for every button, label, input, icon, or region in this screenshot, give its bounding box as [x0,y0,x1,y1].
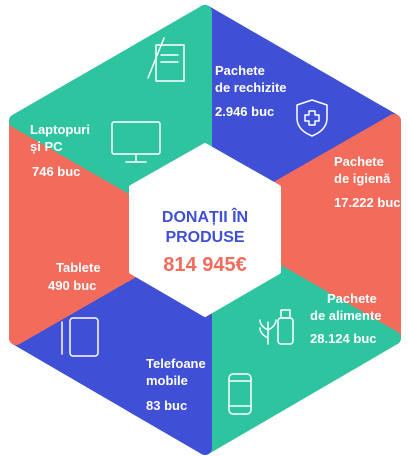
icon-notebook [147,37,185,82]
segment-label: de igienă [334,171,391,186]
icon-monitor [111,121,161,163]
icon-tablet [61,317,99,357]
segment-value: 746 buc [32,164,80,179]
segment-label: și PC [30,139,63,154]
center-hexagon [129,143,281,317]
segment-label: mobile [146,373,188,388]
icon-shield [296,99,328,137]
segment-label: Pachete [334,154,384,169]
segment-value: 490 buc [48,278,96,293]
segment-label: Laptopuri [30,122,90,137]
segment-value: 2.946 buc [215,104,274,119]
segment-value: 28.124 buc [310,331,377,346]
icon-groceries [259,309,294,345]
icon-phone [228,373,252,415]
segment-label: Telefoane [146,356,206,371]
segment-label: Pachete [327,291,377,306]
segment-label: Pachete [215,63,265,78]
center-title: PRODUSE [165,229,244,246]
center-title: DONAȚII ÎN [162,207,248,226]
segment-value: 83 buc [146,398,187,413]
segment-label: de alimente [310,308,382,323]
segment-value: 17.222 buc [334,195,401,210]
hexagon [9,5,401,455]
center-amount: 814 945€ [163,254,246,276]
segment-label: Tablete [56,260,101,275]
segment-label: de rechizite [215,80,287,95]
